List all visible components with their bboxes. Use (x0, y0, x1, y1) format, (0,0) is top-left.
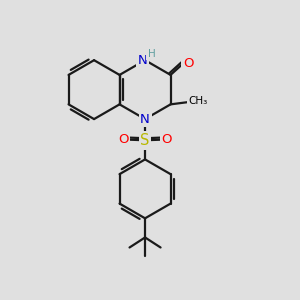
Text: N: N (138, 54, 148, 67)
Text: O: O (118, 133, 128, 146)
Text: CH₃: CH₃ (189, 96, 208, 106)
Text: S: S (140, 133, 150, 148)
Text: H: H (148, 49, 155, 59)
Text: N: N (140, 112, 150, 126)
Text: O: O (162, 133, 172, 146)
Text: O: O (183, 57, 194, 70)
